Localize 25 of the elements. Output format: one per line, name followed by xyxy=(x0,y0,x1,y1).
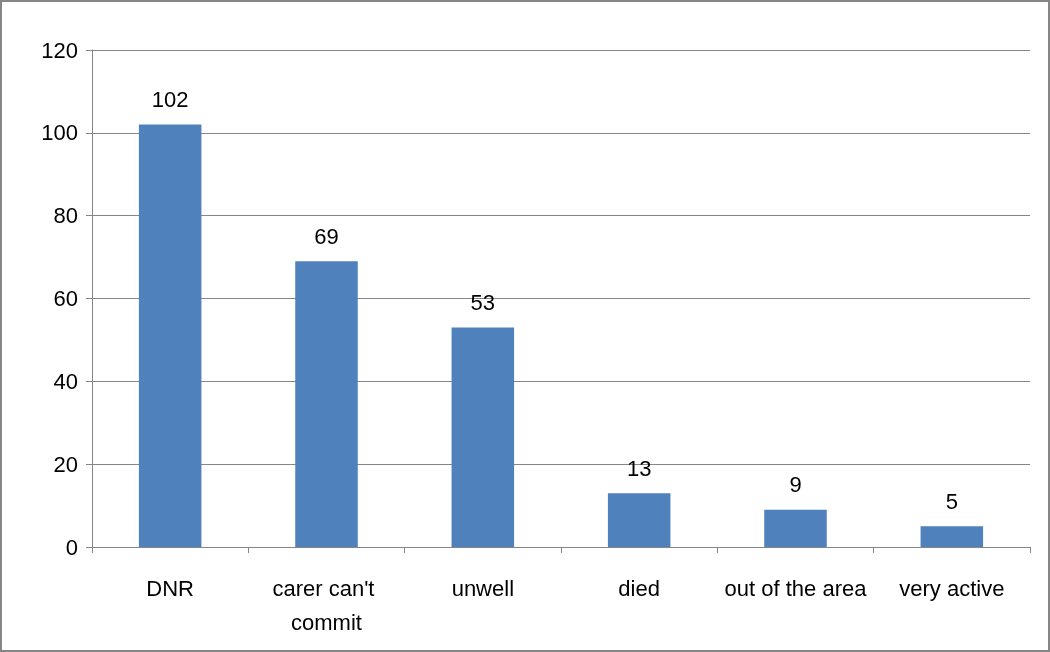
data-label: 13 xyxy=(626,455,652,481)
x-tick-label: carer can't commit xyxy=(272,575,381,635)
y-tick-label: 80 xyxy=(53,203,78,229)
bar xyxy=(138,124,202,547)
bar xyxy=(764,509,827,547)
x-tick-label: died xyxy=(618,575,660,601)
y-tick-label: 100 xyxy=(41,120,78,146)
y-tick-label: 0 xyxy=(65,534,78,560)
x-tick-label: out of the area xyxy=(724,575,868,601)
data-label: 9 xyxy=(789,472,802,498)
x-tick-label: DNR xyxy=(146,575,194,601)
data-label: 5 xyxy=(945,488,958,514)
bar xyxy=(920,526,984,547)
y-tick-label: 40 xyxy=(53,368,78,394)
x-tick-label: very active xyxy=(899,575,1005,601)
x-tick-label: unwell xyxy=(451,575,515,601)
y-tick-label: 20 xyxy=(53,451,78,477)
bar xyxy=(451,327,515,547)
data-label: 53 xyxy=(470,289,496,315)
data-label: 69 xyxy=(314,223,339,249)
bar xyxy=(295,261,358,547)
bar xyxy=(607,493,671,547)
y-tick-label: 120 xyxy=(41,37,78,63)
data-label: 102 xyxy=(151,87,189,113)
y-tick-label: 60 xyxy=(53,286,78,311)
